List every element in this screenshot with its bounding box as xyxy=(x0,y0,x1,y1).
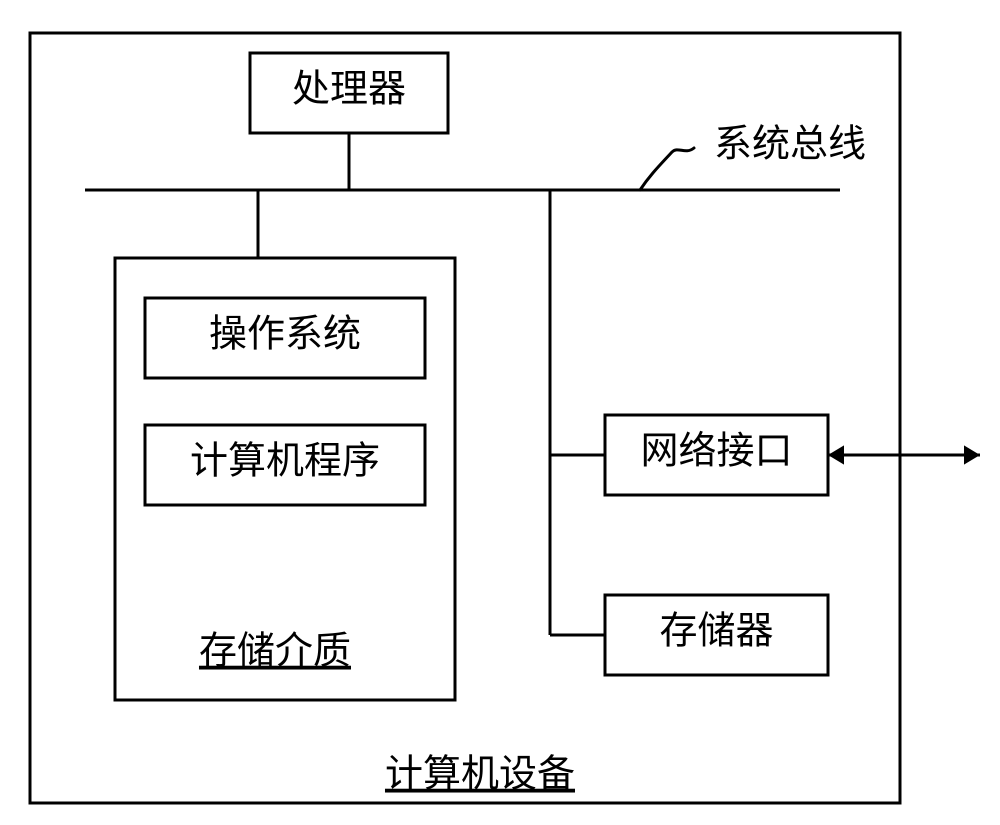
system-bus-label: 系统总线 xyxy=(714,124,866,166)
computer-device-label: 计算机设备 xyxy=(385,754,575,796)
memory-label: 存储器 xyxy=(659,611,773,653)
computer-device-diagram: 处理器系统总线操作系统计算机程序存储介质 网络接口存储器计算机设备 xyxy=(0,0,1000,825)
network-arrow-head-right xyxy=(964,445,980,464)
program-label: 计算机程序 xyxy=(190,441,380,483)
processor-label: 处理器 xyxy=(292,69,406,111)
network-interface-label: 网络接口 xyxy=(640,431,792,473)
os-label: 操作系统 xyxy=(209,314,361,356)
storage-medium-label: 存储介质 xyxy=(199,631,351,673)
